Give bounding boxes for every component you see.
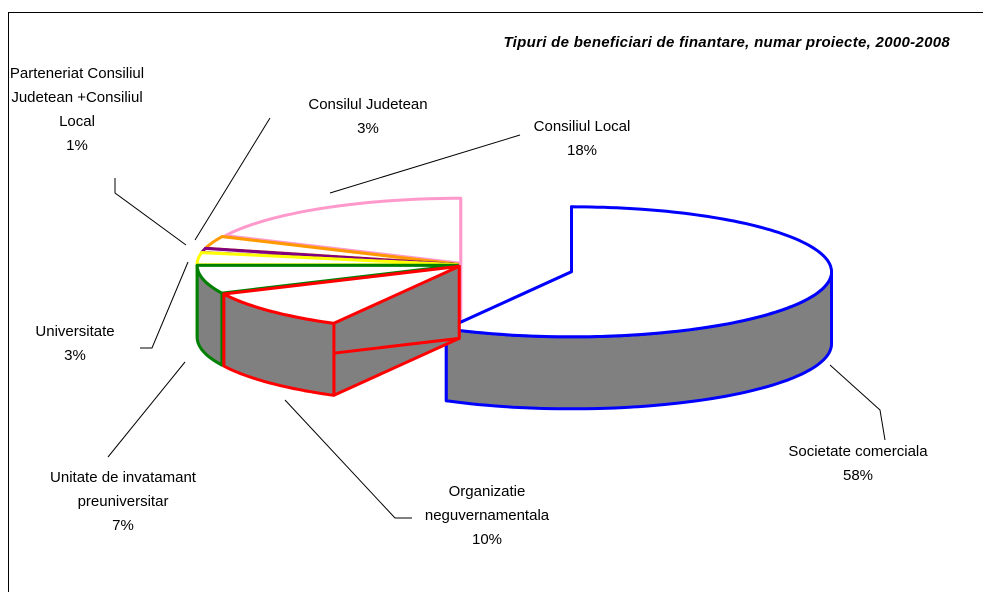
leader-line bbox=[114, 178, 187, 246]
data-label: Organizatie neguvernamentala 10% bbox=[417, 480, 557, 552]
label-name: Organizatie neguvernamentala bbox=[424, 483, 550, 524]
label-name: Consilul Judetean bbox=[308, 96, 428, 113]
leader-line bbox=[284, 399, 412, 519]
label-value: 3% bbox=[357, 120, 379, 137]
slice bbox=[444, 205, 833, 339]
slice bbox=[195, 251, 459, 267]
slice bbox=[224, 196, 463, 265]
label-value: 7% bbox=[112, 517, 134, 534]
label-value: 18% bbox=[566, 142, 598, 159]
data-label: Consiliul Local 18% bbox=[482, 115, 682, 163]
data-label: Unitate de invatamant preuniversitar 7% bbox=[23, 466, 223, 538]
slice bbox=[195, 263, 459, 295]
leader-line bbox=[140, 261, 189, 349]
leader-line bbox=[829, 364, 886, 441]
label-name: Consiliul Local bbox=[533, 118, 631, 135]
data-label: Parteneriat Consiliul Judetean +Consiliu… bbox=[0, 62, 157, 158]
label-name: Parteneriat Consiliul Judetean +Consiliu… bbox=[9, 65, 145, 130]
label-name: Societate comerciala bbox=[788, 443, 928, 460]
leader-line bbox=[329, 134, 521, 194]
label-value: 1% bbox=[66, 137, 88, 154]
chart-frame bbox=[8, 12, 983, 592]
data-label: Societate comerciala 58% bbox=[758, 440, 958, 488]
label-value: 3% bbox=[64, 347, 86, 364]
leader-line bbox=[194, 117, 271, 241]
leader-line bbox=[107, 361, 186, 458]
label-name: Unitate de invatamant preuniversitar bbox=[50, 469, 196, 510]
label-name: Universitate bbox=[35, 323, 115, 340]
chart-title: Tipuri de beneficiari de finantare, numa… bbox=[503, 34, 950, 51]
data-label: Universitate 3% bbox=[0, 320, 155, 368]
data-label: Consilul Judetean 3% bbox=[268, 93, 468, 141]
slice bbox=[222, 264, 461, 325]
label-value: 58% bbox=[842, 467, 874, 484]
label-value: 10% bbox=[471, 531, 503, 548]
